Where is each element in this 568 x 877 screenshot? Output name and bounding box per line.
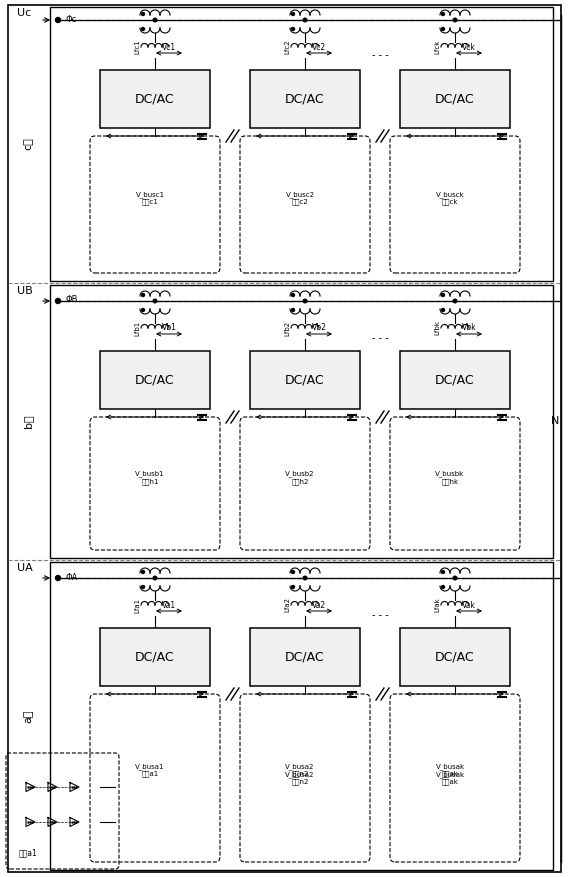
Text: DC/AC: DC/AC: [135, 92, 175, 105]
Bar: [50, 285, 553, 558]
Circle shape: [441, 571, 445, 574]
Text: DC/AC: DC/AC: [435, 374, 475, 387]
Text: DC/AC: DC/AC: [285, 651, 325, 664]
Circle shape: [291, 27, 294, 31]
Circle shape: [141, 586, 144, 588]
Text: 母线a1: 母线a1: [19, 849, 37, 858]
Bar: [250, 351, 360, 409]
Text: V_busa2
母线n2: V_busa2 母线n2: [285, 771, 315, 785]
Text: a相: a相: [23, 709, 33, 723]
Text: Lfc2: Lfc2: [284, 39, 290, 54]
Circle shape: [153, 18, 157, 22]
Text: Va1: Va1: [162, 601, 176, 610]
Circle shape: [153, 299, 157, 303]
Circle shape: [453, 576, 457, 580]
Text: Vc1: Vc1: [162, 42, 176, 52]
Circle shape: [441, 12, 445, 16]
Text: c相: c相: [23, 138, 33, 150]
Bar: [100, 70, 210, 128]
Text: V_busb1
母线h1: V_busb1 母线h1: [135, 470, 165, 484]
Circle shape: [291, 294, 294, 296]
Circle shape: [141, 571, 144, 574]
Text: Vak: Vak: [462, 601, 476, 610]
Text: V_busc1
母线c1: V_busc1 母线c1: [135, 191, 165, 205]
Circle shape: [291, 571, 294, 574]
Circle shape: [56, 298, 61, 303]
Text: Lfak: Lfak: [434, 597, 440, 612]
Circle shape: [441, 27, 445, 31]
Text: DC/AC: DC/AC: [435, 92, 475, 105]
Circle shape: [303, 18, 307, 22]
Text: - - -: - - -: [371, 610, 389, 620]
Circle shape: [441, 586, 445, 588]
Text: ΦA: ΦA: [66, 573, 78, 581]
Text: Lfa2: Lfa2: [284, 597, 290, 612]
Text: V_busc2
母线c2: V_busc2 母线c2: [286, 191, 315, 205]
Text: Lfbk: Lfbk: [434, 321, 440, 335]
Text: Lfc1: Lfc1: [134, 39, 140, 54]
Bar: [50, 562, 553, 870]
Text: Lfb2: Lfb2: [284, 320, 290, 336]
Text: V_busck
母线ck: V_busck 母线ck: [436, 191, 465, 205]
Text: - - -: - - -: [371, 50, 389, 60]
Circle shape: [56, 575, 61, 581]
Circle shape: [303, 576, 307, 580]
Text: b相: b相: [23, 415, 33, 428]
Text: DC/AC: DC/AC: [135, 651, 175, 664]
Text: Va2: Va2: [312, 601, 326, 610]
Text: DC/AC: DC/AC: [285, 374, 325, 387]
Text: ΦB: ΦB: [66, 296, 78, 304]
Bar: [50, 7, 553, 281]
Text: V_busb2
母线h2: V_busb2 母线h2: [285, 470, 315, 484]
Text: V_busak
母线ak: V_busak 母线ak: [436, 763, 465, 777]
Text: Lfa1: Lfa1: [134, 597, 140, 612]
Text: Lfb1: Lfb1: [134, 320, 140, 336]
Bar: [100, 628, 210, 686]
Circle shape: [303, 299, 307, 303]
Bar: [400, 628, 510, 686]
Text: N: N: [551, 417, 559, 426]
Circle shape: [141, 309, 144, 311]
Circle shape: [291, 309, 294, 311]
Circle shape: [141, 294, 144, 296]
Circle shape: [141, 27, 144, 31]
Text: Vb1: Vb1: [161, 324, 177, 332]
Text: V_busbk
母线hk: V_busbk 母线hk: [436, 470, 465, 484]
Bar: [400, 351, 510, 409]
Circle shape: [441, 294, 445, 296]
Circle shape: [291, 586, 294, 588]
Text: V_busa2
母线n2: V_busa2 母线n2: [285, 763, 315, 777]
Circle shape: [56, 18, 61, 23]
Text: Φc: Φc: [66, 15, 77, 24]
Bar: [100, 351, 210, 409]
Text: DC/AC: DC/AC: [135, 374, 175, 387]
Circle shape: [153, 576, 157, 580]
Text: Vck: Vck: [462, 42, 476, 52]
Text: Uc: Uc: [17, 8, 31, 18]
Bar: [250, 628, 360, 686]
Bar: [400, 70, 510, 128]
Text: Lfck: Lfck: [434, 39, 440, 54]
Text: V_busak
母线ak: V_busak 母线ak: [436, 771, 465, 785]
Circle shape: [441, 309, 445, 311]
Circle shape: [141, 12, 144, 16]
Circle shape: [453, 299, 457, 303]
Text: - - -: - - -: [371, 333, 389, 343]
Text: UA: UA: [17, 563, 33, 573]
Text: V_busa1
母线a1: V_busa1 母线a1: [135, 763, 165, 777]
Circle shape: [453, 18, 457, 22]
Text: Vc2: Vc2: [312, 42, 326, 52]
Text: Vbk: Vbk: [462, 324, 477, 332]
Text: Vb2: Vb2: [312, 324, 327, 332]
Text: UB: UB: [17, 286, 33, 296]
Circle shape: [291, 12, 294, 16]
Text: DC/AC: DC/AC: [435, 651, 475, 664]
Bar: [250, 70, 360, 128]
Text: DC/AC: DC/AC: [285, 92, 325, 105]
